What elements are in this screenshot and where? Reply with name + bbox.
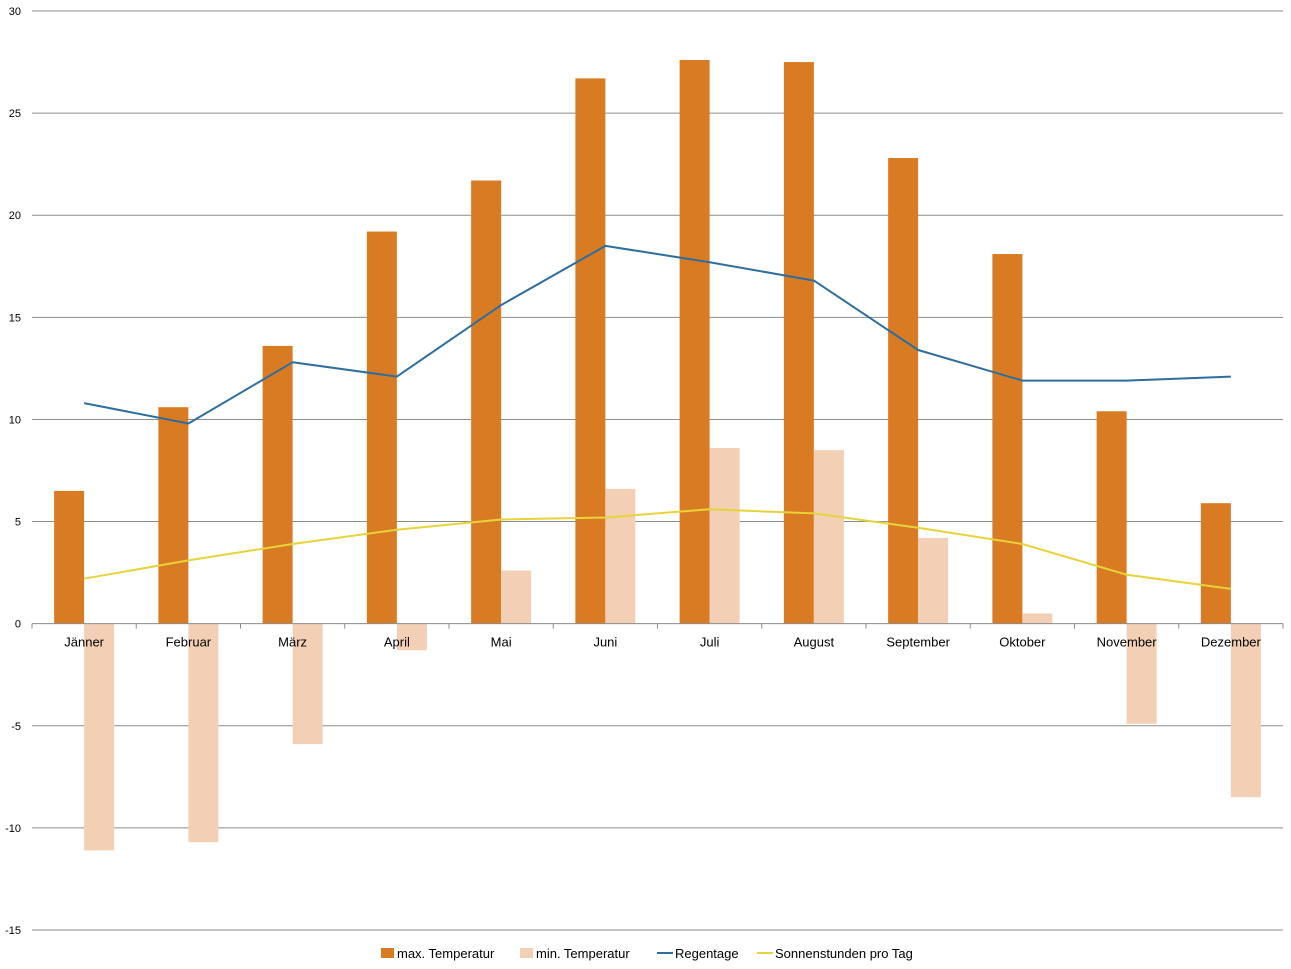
- x-axis: [31, 623, 1284, 629]
- bar-max-temperature: [366, 231, 397, 624]
- x-tick-label: September: [886, 635, 950, 650]
- bar-max-temperature: [471, 180, 502, 624]
- x-tick-label: Oktober: [999, 635, 1046, 650]
- line-regentage: [83, 244, 1231, 425]
- bar-max-temperature: [783, 62, 814, 624]
- x-tick-label: Februar: [166, 635, 212, 650]
- y-tick-label: -5: [11, 721, 21, 733]
- bar-min-temperature: [292, 623, 323, 745]
- bar-max-temperature: [1200, 503, 1231, 624]
- bar-min-temperature: [918, 537, 949, 624]
- legend: max. Temperatur min. Temperatur Regentage S…: [381, 946, 913, 961]
- bar-min-temperature: [1126, 623, 1157, 724]
- y-tick-label: 0: [15, 619, 21, 631]
- x-axis-ticks: Jänner Februar März April Mai Juni Juli August S…: [64, 635, 1261, 650]
- y-axis-ticks: 30 25 20 15 10 5 0 -5 -10 -15: [5, 6, 21, 937]
- bar-min-temperature: [813, 450, 844, 624]
- legend-label: Regentage: [675, 946, 739, 961]
- legend-label: Sonnenstunden pro Tag: [775, 946, 913, 961]
- y-tick-label: 10: [9, 414, 21, 426]
- y-tick-label: 30: [9, 6, 21, 18]
- y-tick-label: -10: [5, 823, 21, 835]
- bar-max-temperature: [1096, 411, 1127, 624]
- legend-swatch: [381, 948, 394, 958]
- x-tick-label: April: [384, 635, 410, 650]
- bar-min-temperature: [605, 488, 636, 624]
- legend-label: min. Temperatur: [536, 946, 630, 961]
- bar-min-temperature: [1022, 613, 1053, 624]
- x-tick-label: Juli: [700, 635, 720, 650]
- bars: [54, 60, 1261, 851]
- bar-min-temperature: [1230, 623, 1261, 798]
- y-tick-label: 20: [9, 210, 21, 222]
- bar-max-temperature: [54, 490, 85, 624]
- bar-max-temperature: [992, 254, 1023, 624]
- y-tick-label: -15: [5, 925, 21, 937]
- bar-max-temperature: [575, 78, 606, 624]
- bar-min-temperature: [188, 623, 219, 843]
- bar-min-temperature: [396, 623, 427, 651]
- line-sonnenstunden: [83, 508, 1232, 590]
- x-tick-label: Mai: [491, 635, 512, 650]
- gridlines: [32, 10, 1283, 931]
- bar-max-temperature: [679, 60, 710, 624]
- x-tick-label: Juni: [593, 635, 617, 650]
- bar-max-temperature: [888, 158, 919, 624]
- legend-label: max. Temperatur: [397, 946, 495, 961]
- lines: [83, 244, 1232, 590]
- x-tick-label: Dezember: [1201, 635, 1262, 650]
- bar-max-temperature: [262, 345, 293, 624]
- legend-swatch: [520, 948, 533, 958]
- x-tick-label: August: [794, 635, 835, 650]
- x-tick-label: März: [278, 635, 307, 650]
- bar-max-temperature: [158, 407, 189, 624]
- y-tick-label: 15: [9, 312, 21, 324]
- y-tick-label: 25: [9, 108, 21, 120]
- bar-min-temperature: [84, 623, 115, 851]
- bar-min-temperature: [709, 448, 740, 624]
- bar-min-temperature: [501, 570, 532, 624]
- x-tick-label: Jänner: [64, 635, 104, 650]
- x-tick-label: November: [1097, 635, 1158, 650]
- y-tick-label: 5: [15, 517, 21, 529]
